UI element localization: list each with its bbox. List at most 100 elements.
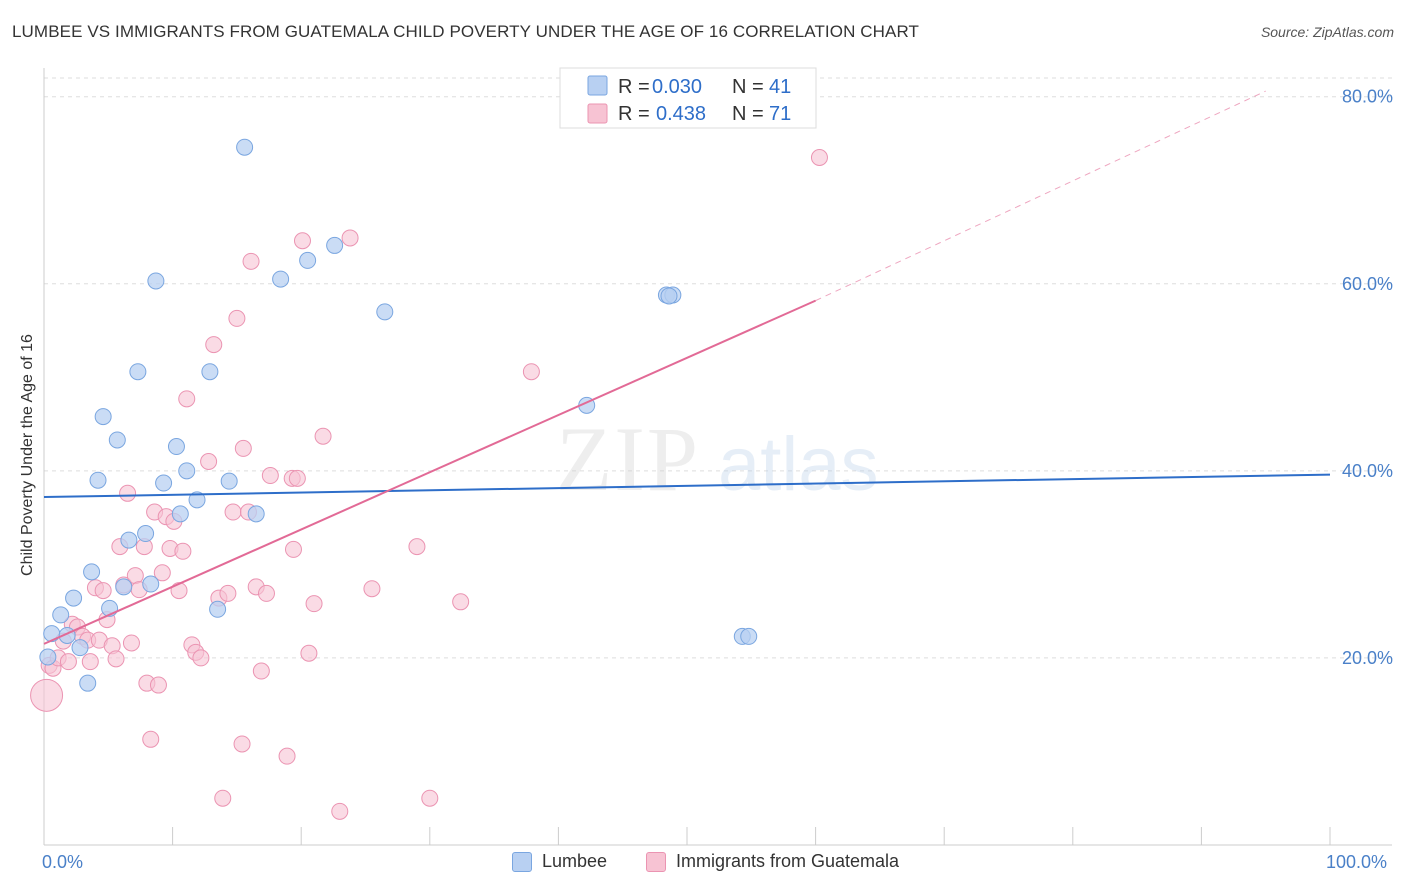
point-guatemala <box>200 453 218 470</box>
y-tick-label: 80.0% <box>1342 87 1393 107</box>
legend-n-label-lumbee: N = <box>732 76 764 98</box>
point-guatemala <box>452 593 470 611</box>
point-guatemala <box>30 678 64 712</box>
trend-lines <box>43 90 1331 645</box>
axes <box>43 68 1392 846</box>
point-guatemala <box>363 580 381 598</box>
point-lumbee <box>89 471 107 489</box>
point-guatemala <box>192 649 210 667</box>
point-lumbee <box>740 627 758 645</box>
legend-swatch-guatemala <box>587 103 608 124</box>
point-guatemala <box>314 427 332 445</box>
point-guatemala <box>331 802 349 820</box>
point-guatemala <box>421 789 439 807</box>
bottom-legend-swatch-lumbee <box>512 851 532 872</box>
point-guatemala <box>219 584 237 602</box>
trend-line-guatemala-extension <box>815 90 1266 302</box>
point-guatemala <box>257 584 275 602</box>
point-lumbee <box>39 648 57 666</box>
point-lumbee <box>178 462 196 480</box>
grid-lines <box>44 77 1392 659</box>
x-tick-label-min: 0.0% <box>42 852 84 872</box>
point-guatemala <box>288 469 306 487</box>
legend-n-value-guatemala: 71 <box>769 103 791 125</box>
watermark: ZIP atlas <box>556 408 879 510</box>
point-guatemala <box>81 653 99 671</box>
point-lumbee <box>155 474 173 492</box>
point-lumbee <box>247 505 265 523</box>
point-lumbee <box>137 525 155 543</box>
point-lumbee <box>299 251 317 269</box>
trend-line-lumbee <box>43 473 1331 499</box>
point-guatemala <box>174 542 192 560</box>
point-lumbee <box>147 272 165 290</box>
point-guatemala <box>261 467 279 485</box>
point-guatemala <box>293 232 311 250</box>
series-lumbee-points <box>39 138 758 692</box>
point-lumbee <box>83 563 101 581</box>
point-guatemala <box>94 582 112 600</box>
point-lumbee <box>220 472 238 490</box>
point-lumbee <box>272 270 290 288</box>
point-guatemala <box>252 662 270 680</box>
point-lumbee <box>376 303 394 321</box>
point-guatemala <box>224 503 242 521</box>
point-guatemala <box>522 363 540 381</box>
y-tick-label: 20.0% <box>1342 648 1393 668</box>
bottom-legend: Lumbee Immigrants from Guatemala <box>0 851 1406 879</box>
point-lumbee <box>71 639 89 657</box>
point-guatemala <box>284 540 302 558</box>
legend-swatch-lumbee <box>587 75 608 96</box>
point-lumbee <box>43 625 61 643</box>
point-guatemala <box>228 309 246 327</box>
point-guatemala <box>170 582 188 600</box>
point-lumbee <box>115 578 133 596</box>
chart-title: LUMBEE VS IMMIGRANTS FROM GUATEMALA CHIL… <box>12 22 920 41</box>
series-guatemala-points <box>30 149 828 820</box>
legend-n-label-guatemala: N = <box>732 103 764 125</box>
point-guatemala <box>142 730 160 748</box>
legend-r-value-guatemala: 0.438 <box>656 103 706 125</box>
point-lumbee <box>171 505 189 523</box>
point-guatemala <box>341 229 359 247</box>
bottom-legend-guatemala: Immigrants from Guatemala <box>646 851 899 872</box>
watermark-zip: ZIP <box>556 408 700 510</box>
point-lumbee <box>142 575 160 593</box>
bottom-legend-lumbee: Lumbee <box>512 851 607 872</box>
bottom-legend-label-guatemala: Immigrants from Guatemala <box>676 851 900 871</box>
point-guatemala <box>242 252 260 270</box>
point-lumbee <box>129 363 147 381</box>
point-lumbee <box>188 491 206 509</box>
chart-source: Source: ZipAtlas.com <box>1260 24 1394 40</box>
bottom-legend-swatch-guatemala <box>646 851 666 872</box>
point-guatemala <box>300 644 318 662</box>
point-guatemala <box>59 653 77 671</box>
point-guatemala <box>233 735 251 753</box>
legend-r-label-lumbee: R = <box>618 76 650 98</box>
legend-r-label-guatemala: R = <box>618 103 650 125</box>
point-lumbee <box>108 431 126 449</box>
point-lumbee <box>120 531 138 549</box>
point-lumbee <box>236 138 254 156</box>
point-lumbee <box>660 287 678 305</box>
point-guatemala <box>234 439 252 457</box>
point-lumbee <box>52 606 70 624</box>
point-guatemala <box>119 484 137 502</box>
legend-r-value-lumbee: 0.030 <box>652 76 702 98</box>
point-guatemala <box>810 149 828 167</box>
point-lumbee <box>209 600 227 618</box>
point-guatemala <box>107 650 125 668</box>
point-guatemala <box>408 538 426 556</box>
point-lumbee <box>94 408 112 426</box>
x-tick-label-max: 100.0% <box>1326 852 1388 872</box>
point-lumbee <box>167 438 185 456</box>
top-legend: R = 0.030 N = 41 R = 0.438 N = 71 <box>559 67 817 129</box>
point-lumbee <box>79 674 97 692</box>
point-guatemala <box>305 595 323 613</box>
tick-labels: 20.0% 40.0% 60.0% 80.0% <box>1342 87 1393 668</box>
point-lumbee <box>326 236 344 254</box>
point-guatemala <box>205 336 223 354</box>
point-guatemala <box>149 676 167 694</box>
point-guatemala <box>278 747 296 765</box>
y-tick-label: 60.0% <box>1342 274 1393 294</box>
